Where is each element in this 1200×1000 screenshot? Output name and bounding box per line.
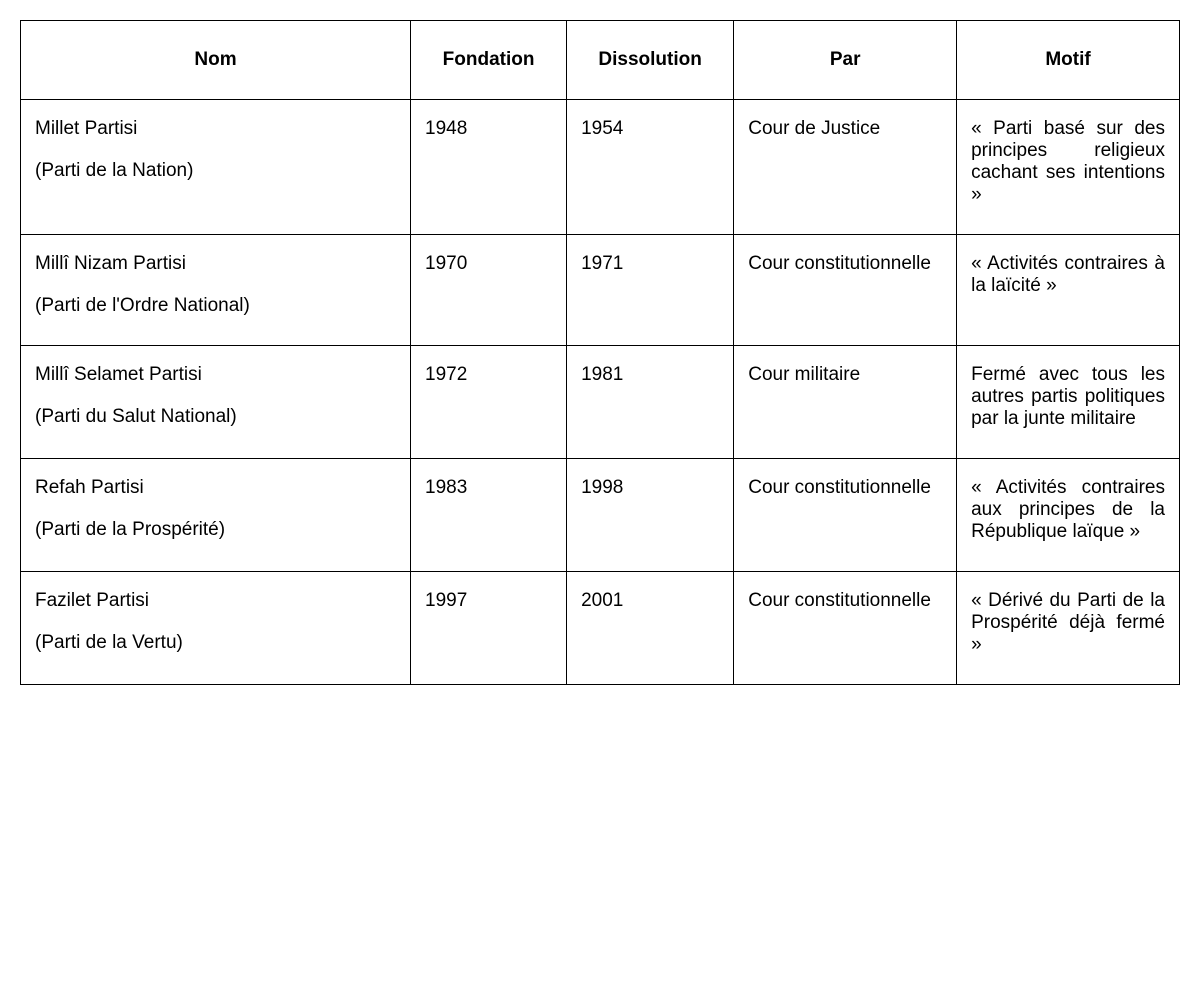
table-body: Millet Partisi (Parti de la Nation) 1948… (21, 100, 1180, 685)
cell-nom: Fazilet Partisi (Parti de la Vertu) (21, 572, 411, 685)
table-row: Millî Nizam Partisi (Parti de l'Ordre Na… (21, 235, 1180, 346)
cell-motif: « Activités contraires aux principes de … (957, 459, 1180, 572)
cell-nom: Millî Nizam Partisi (Parti de l'Ordre Na… (21, 235, 411, 346)
header-par: Par (734, 21, 957, 100)
cell-fondation: 1970 (411, 235, 567, 346)
cell-par: Cour constitutionnelle (734, 459, 957, 572)
cell-fondation: 1983 (411, 459, 567, 572)
cell-fondation: 1997 (411, 572, 567, 685)
cell-dissolution: 1954 (567, 100, 734, 235)
party-name-sub: (Parti de la Nation) (35, 160, 396, 182)
cell-par: Cour militaire (734, 346, 957, 459)
header-motif: Motif (957, 21, 1180, 100)
party-name-main: Refah Partisi (35, 477, 396, 499)
header-nom: Nom (21, 21, 411, 100)
party-name-sub: (Parti de l'Ordre National) (35, 295, 396, 317)
cell-motif: « Dérivé du Parti de la Prospérité déjà … (957, 572, 1180, 685)
cell-dissolution: 1998 (567, 459, 734, 572)
cell-nom: Refah Partisi (Parti de la Prospérité) (21, 459, 411, 572)
cell-dissolution: 1971 (567, 235, 734, 346)
header-dissolution: Dissolution (567, 21, 734, 100)
cell-motif: Fermé avec tous les autres partis politi… (957, 346, 1180, 459)
cell-nom: Millet Partisi (Parti de la Nation) (21, 100, 411, 235)
cell-motif: « Activités contraires à la laïcité » (957, 235, 1180, 346)
parties-table: Nom Fondation Dissolution Par Motif Mill… (20, 20, 1180, 685)
party-name-sub: (Parti de la Vertu) (35, 632, 396, 654)
cell-par: Cour constitutionnelle (734, 235, 957, 346)
cell-motif: « Parti basé sur des principes religieux… (957, 100, 1180, 235)
cell-par: Cour de Justice (734, 100, 957, 235)
table-row: Millet Partisi (Parti de la Nation) 1948… (21, 100, 1180, 235)
party-name-sub: (Parti du Salut National) (35, 406, 396, 428)
table-row: Fazilet Partisi (Parti de la Vertu) 1997… (21, 572, 1180, 685)
cell-fondation: 1972 (411, 346, 567, 459)
table-row: Millî Selamet Partisi (Parti du Salut Na… (21, 346, 1180, 459)
party-name-main: Millî Selamet Partisi (35, 364, 396, 386)
cell-par: Cour constitutionnelle (734, 572, 957, 685)
cell-fondation: 1948 (411, 100, 567, 235)
header-fondation: Fondation (411, 21, 567, 100)
cell-dissolution: 2001 (567, 572, 734, 685)
party-name-main: Millet Partisi (35, 118, 396, 140)
cell-dissolution: 1981 (567, 346, 734, 459)
cell-nom: Millî Selamet Partisi (Parti du Salut Na… (21, 346, 411, 459)
table-row: Refah Partisi (Parti de la Prospérité) 1… (21, 459, 1180, 572)
party-name-main: Millî Nizam Partisi (35, 253, 396, 275)
party-name-main: Fazilet Partisi (35, 590, 396, 612)
party-name-sub: (Parti de la Prospérité) (35, 519, 396, 541)
table-header-row: Nom Fondation Dissolution Par Motif (21, 21, 1180, 100)
